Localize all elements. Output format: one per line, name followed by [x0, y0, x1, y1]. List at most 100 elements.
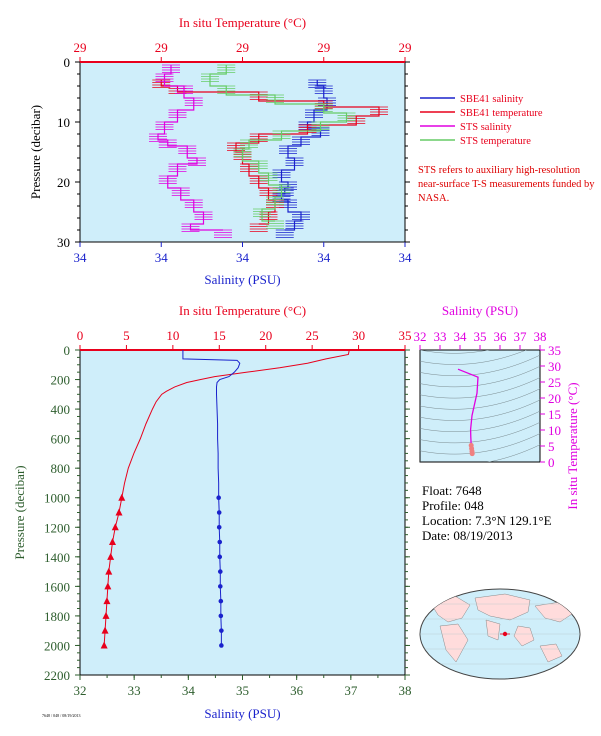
- plot2-top-axis-title: In situ Temperature (°C): [179, 303, 306, 318]
- map-continent: [539, 643, 563, 663]
- plot1-y-tick-label: 10: [57, 115, 70, 130]
- plot2-y-tick-label: 1400: [44, 550, 70, 565]
- location-map: [419, 588, 581, 680]
- plot3-right-tick-label: 15: [548, 407, 561, 422]
- plot3-isopycnal: [420, 410, 540, 432]
- plot2-y-tick-label: 1200: [44, 520, 70, 535]
- plot2-temperature-point: [109, 538, 116, 546]
- float-info: Float: 7648 Profile: 048 Location: 7.3°N…: [422, 483, 552, 543]
- profile-id: Profile: 048: [422, 498, 484, 513]
- plot1-bottom-tick-label: 34: [399, 250, 413, 265]
- plot3-top-tick-label: 35: [474, 329, 487, 344]
- plot2-temperature-point: [115, 508, 123, 516]
- plot2-top-tick-label: 15: [213, 328, 226, 343]
- date: Date: 08/19/2013: [422, 528, 513, 543]
- plot3-isopycnal: [420, 388, 540, 410]
- plot3-isopycnal: [420, 350, 490, 354]
- plot2-bottom-axis-title: Salinity (PSU): [204, 706, 280, 721]
- plot2-salinity-point: [218, 613, 224, 619]
- footer-id: 7648 / 048 / 08/19/2013: [42, 713, 80, 718]
- plot3-isopycnal: [420, 277, 540, 298]
- legend-label: STS temperature: [460, 136, 531, 147]
- plot1-bottom-tick-label: 34: [155, 250, 169, 265]
- plot2-temperature-point: [102, 611, 110, 619]
- plot1-y-tick-label: 30: [57, 235, 70, 250]
- plot1-top-tick-label: 29: [236, 40, 249, 55]
- plot3-top-tick-label: 38: [534, 329, 547, 344]
- plot2-bottom-tick-label: 34: [182, 683, 196, 698]
- plot1-top-tick-label: 29: [155, 40, 168, 55]
- plot2-y-tick-label: 800: [51, 461, 71, 476]
- map-continent: [474, 593, 531, 621]
- plot2-salinity-point: [217, 539, 223, 545]
- plot1-top-tick-label: 29: [399, 40, 412, 55]
- plot3-right-tick-label: 30: [548, 359, 561, 374]
- plot3-right-tick-label: 5: [548, 439, 555, 454]
- plot2-salinity-point: [216, 524, 222, 530]
- plot2-salinity-point: [219, 643, 224, 648]
- plot2-top-tick-label: 20: [259, 328, 272, 343]
- plot1-y-axis-title: Pressure (decibar): [28, 105, 43, 199]
- plot2-bottom-tick-label: 32: [74, 683, 87, 698]
- location: Location: 7.3°N 129.1°E: [422, 513, 552, 528]
- plot3-top-tick-label: 37: [514, 329, 528, 344]
- plot2-top-tick-label: 10: [166, 328, 179, 343]
- plot3-isopycnal: [420, 433, 540, 455]
- plot2-area: [79, 349, 406, 676]
- plot2-y-tick-label: 1800: [44, 609, 70, 624]
- plot2-bottom-tick-label: 33: [128, 683, 141, 698]
- plot3-isopycnal: [420, 377, 540, 399]
- plot3-top-tick-label: 32: [414, 329, 427, 344]
- plot2-temperature-point: [118, 493, 126, 501]
- plot2-y-tick-label: 1000: [44, 491, 70, 506]
- plot3-top-axis-title: Salinity (PSU): [442, 303, 518, 318]
- plot2-y-tick-label: 2200: [44, 668, 70, 683]
- plot1-top-tick-label: 29: [74, 40, 87, 55]
- plot3-top-tick-label: 36: [494, 329, 508, 344]
- plot2-temperature-point: [100, 641, 108, 649]
- plot3-right-axis-title: In situ Temperature (°C): [565, 382, 580, 509]
- plot2-y-tick-label: 400: [51, 402, 71, 417]
- plot1-y-tick-label: 20: [57, 175, 70, 190]
- map-continent: [485, 619, 501, 641]
- plot3-right-tick-label: 10: [548, 423, 561, 438]
- plot3-isopycnal: [420, 444, 540, 462]
- plot3-top-tick-label: 33: [434, 329, 447, 344]
- plot2-y-tick-label: 200: [51, 373, 71, 388]
- plot2-temperature-point: [103, 597, 111, 605]
- plot2-salinity-point: [216, 495, 221, 501]
- plot3-right-tick-label: 25: [548, 375, 561, 390]
- float-id: Float: 7648: [422, 483, 482, 498]
- plot3-isopycnal: [420, 354, 540, 376]
- legend-label: SBE41 temperature: [460, 108, 543, 119]
- plot2-temperature-point: [104, 582, 112, 590]
- plot1-series-sts-salinity: [149, 64, 232, 238]
- plot2-salinity-point: [219, 628, 224, 633]
- legend-label: STS salinity: [460, 122, 512, 133]
- plot2-bottom-tick-label: 38: [399, 683, 412, 698]
- plot2-y-tick-label: 600: [51, 432, 71, 447]
- plot1-series-sts-temperature: [201, 64, 356, 229]
- plot3-right-tick-label: 0: [548, 455, 555, 470]
- plot1-series-sbe41-salinity: [272, 79, 336, 238]
- plot2-salinity-point: [217, 554, 223, 560]
- plot1-top-tick-label: 29: [317, 40, 330, 55]
- plot3-isopycnal: [420, 350, 527, 365]
- map-continent: [439, 623, 469, 663]
- plot2-y-tick-label: 0: [64, 343, 71, 358]
- plot2-salinity-point: [217, 569, 223, 574]
- plot3-isopycnal: [420, 366, 540, 388]
- plot2-top-tick-label: 25: [306, 328, 319, 343]
- plot2-y-tick-label: 2000: [44, 638, 70, 653]
- plot2-temperature-point: [105, 567, 113, 575]
- plot2-salinity-point: [216, 510, 222, 515]
- plot2-bottom-tick-label: 37: [344, 683, 358, 698]
- map-continent: [534, 601, 573, 623]
- plot3-right-tick-label: 20: [548, 391, 561, 406]
- plot2-temperature-point: [107, 552, 115, 560]
- plot2-temperature-point: [111, 523, 119, 531]
- plot2-top-tick-label: 5: [123, 328, 130, 343]
- plot3-top-tick-label: 34: [454, 329, 468, 344]
- plot3-isopycnals: [420, 277, 540, 462]
- map-continent: [513, 625, 535, 647]
